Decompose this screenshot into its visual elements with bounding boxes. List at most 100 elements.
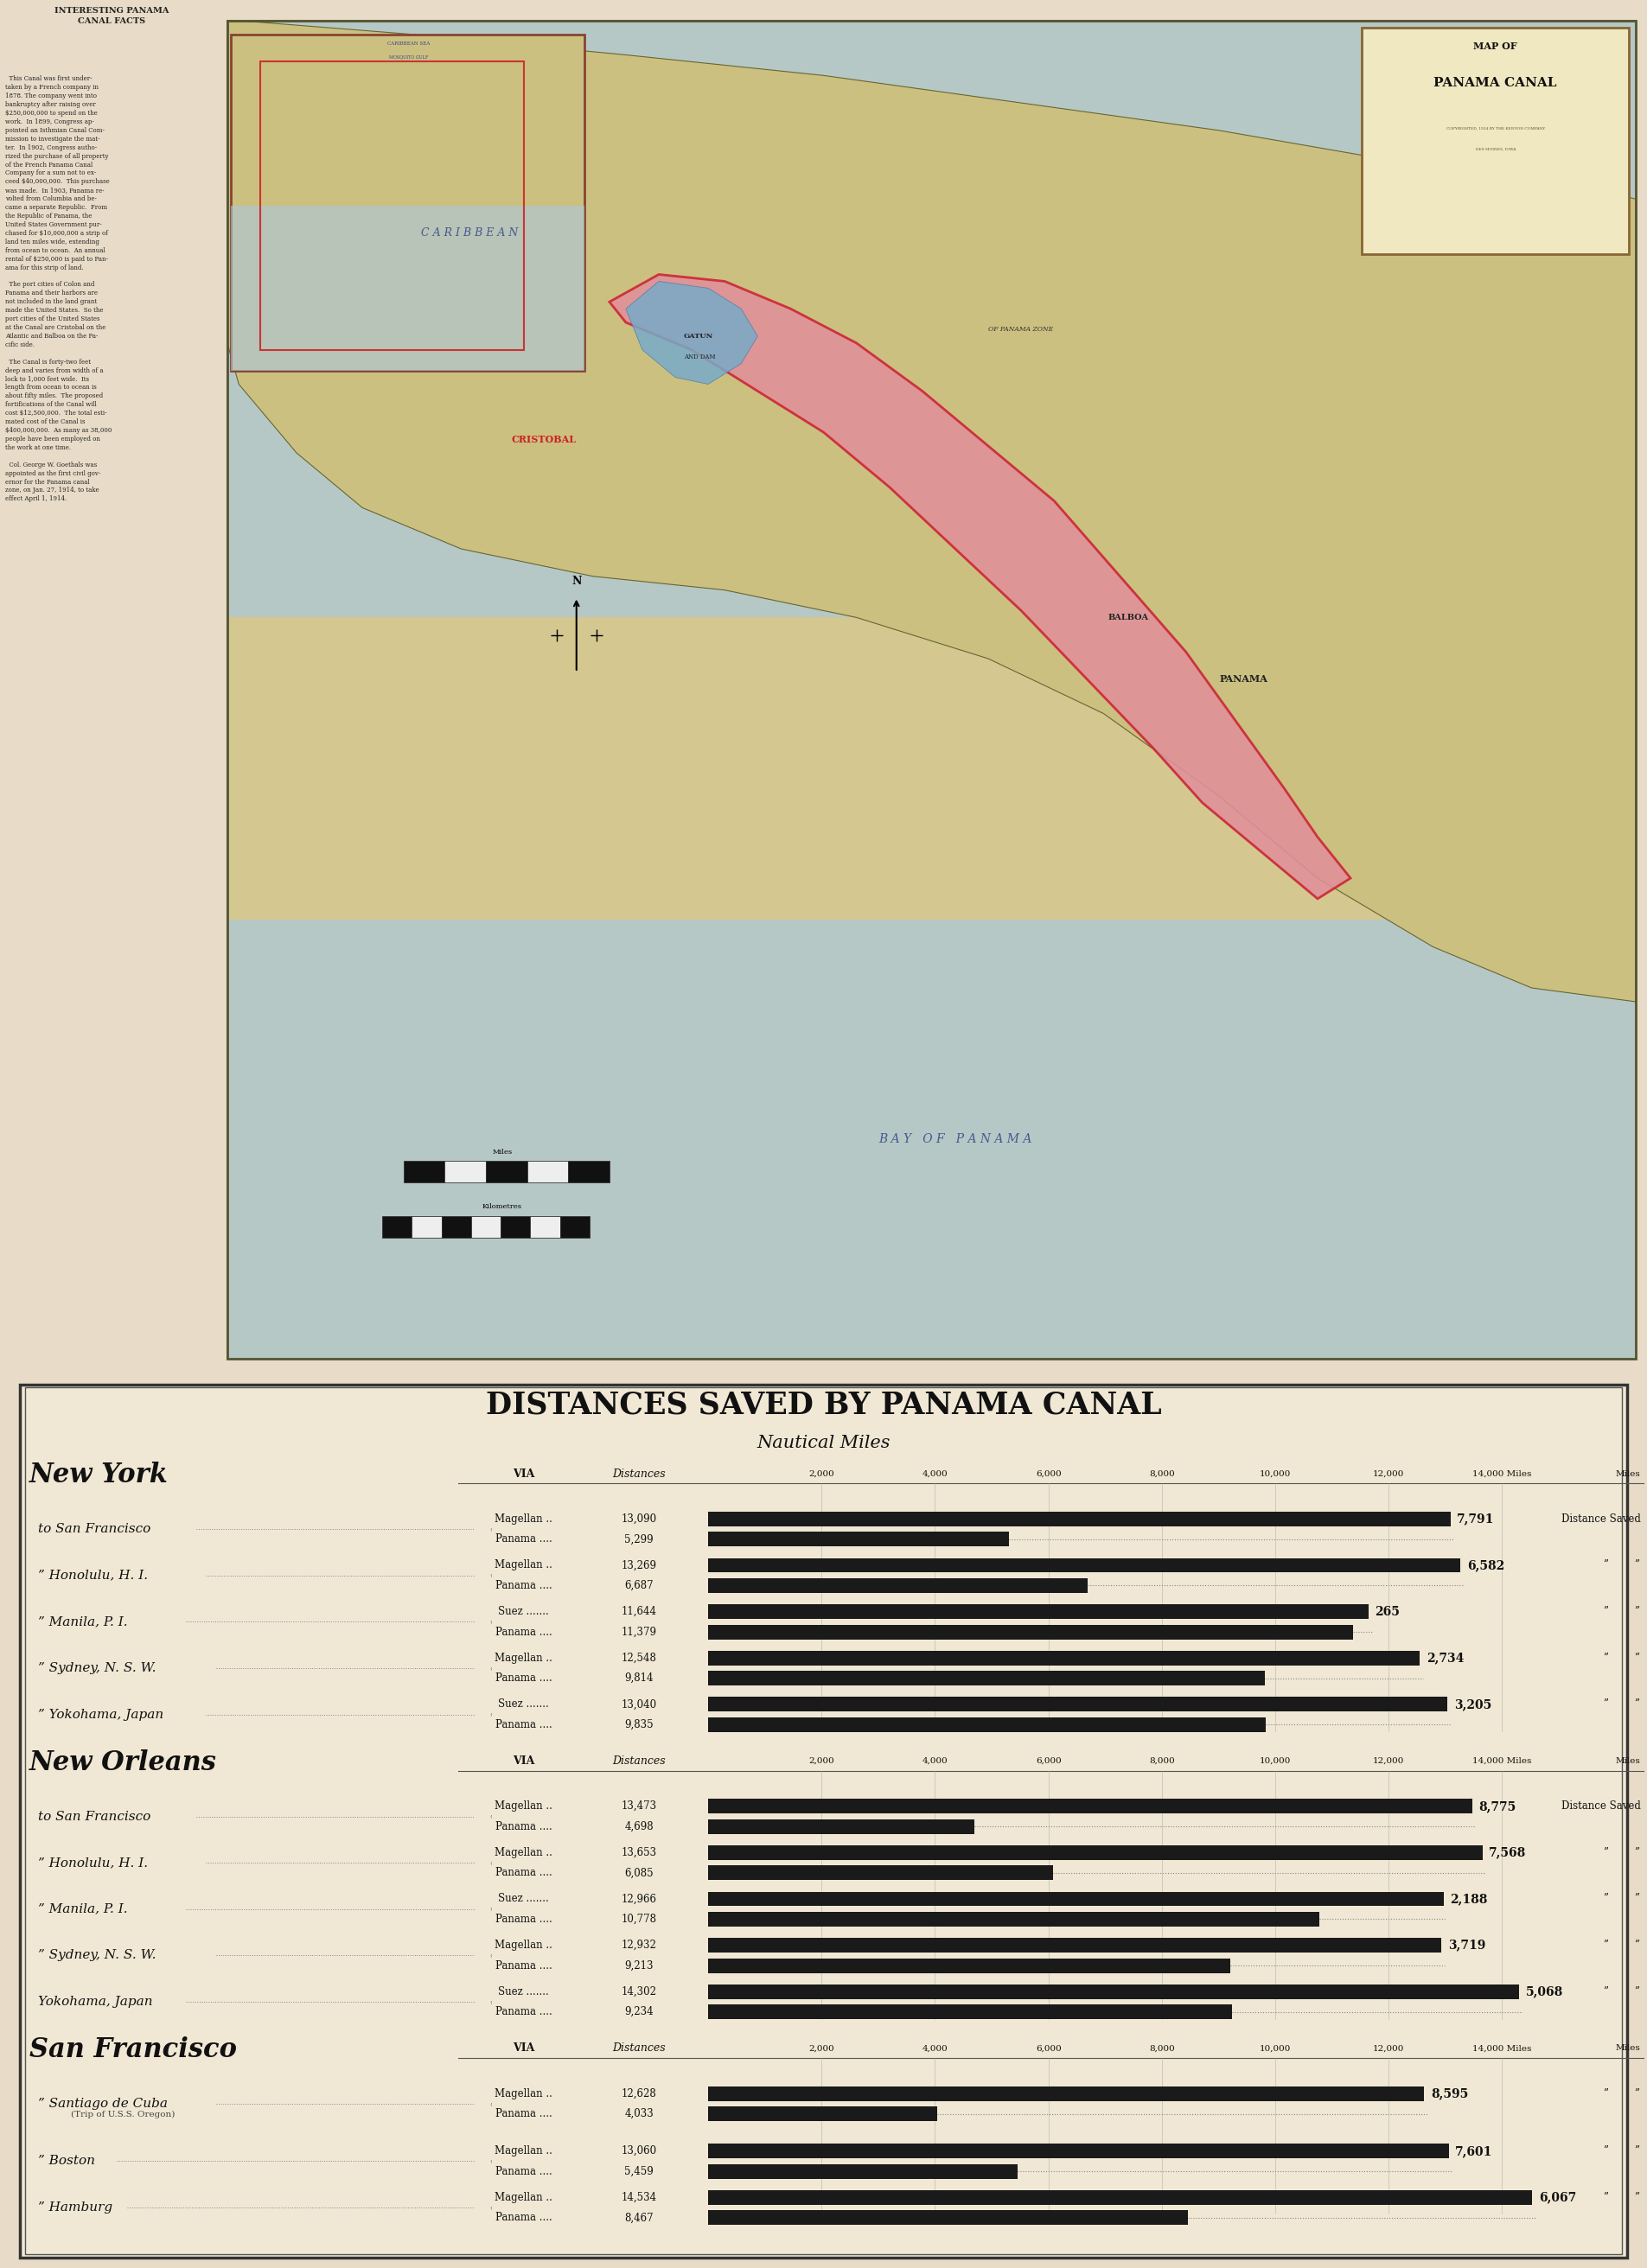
Bar [708,1846,1482,1860]
Text: 10,778: 10,778 [621,1914,657,1926]
Bar [708,1531,1008,1547]
Text: VIA: VIA [512,2043,535,2055]
Text: 2,188: 2,188 [1449,1894,1487,1905]
Text: ” Santiago de Cuba: ” Santiago de Cuba [38,2098,168,2109]
Bar [560,1216,590,1238]
Text: ”        ”: ” ” [1604,1653,1640,1662]
Text: Magellan ..: Magellan .. [494,1939,553,1950]
Text: ”        ”: ” ” [1604,1846,1640,1857]
Text: {: { [489,1574,492,1576]
Text: Panama ....: Panama .... [496,1719,552,1730]
Bar [708,1984,1519,1998]
Text: (Trip of U.S.S. Oregon): (Trip of U.S.S. Oregon) [71,2112,175,2118]
Text: to San Francisco: to San Francisco [38,1810,150,1823]
Text: B A Y   O F   P A N A M A: B A Y O F P A N A M A [878,1132,1033,1145]
Text: Miles: Miles [1616,1470,1640,1476]
Bar [708,2087,1425,2100]
Text: Miles: Miles [492,1148,512,1154]
Text: 2,000: 2,000 [809,1758,835,1765]
Text: Miles: Miles [1616,2043,1640,2053]
Text: 5,299: 5,299 [624,1533,654,1545]
Bar [708,1717,1267,1733]
Bar [530,1216,560,1238]
Bar [708,1957,1230,1973]
Text: 8,000: 8,000 [1150,1470,1174,1476]
Text: PANAMA CANAL: PANAMA CANAL [1435,77,1556,88]
Text: Suez .......: Suez ....... [499,1699,548,1710]
Text: 4,033: 4,033 [624,2109,654,2121]
Text: ” Honolulu, H. I.: ” Honolulu, H. I. [38,1569,148,1581]
Bar [708,1867,1052,1880]
Text: 265: 265 [1375,1606,1400,1617]
Text: {: { [489,1619,492,1624]
Text: 10,000: 10,000 [1260,1758,1291,1765]
Text: 13,473: 13,473 [621,1801,657,1812]
Text: 14,000 Miles: 14,000 Miles [1472,1758,1532,1765]
Text: 12,000: 12,000 [1374,1758,1405,1765]
Text: Distances: Distances [613,1467,665,1479]
Bar [708,1799,1472,1814]
Text: Distance Saved: Distance Saved [1561,1513,1640,1524]
Text: Panama ....: Panama .... [496,1674,552,1683]
Text: ”        ”: ” ” [1604,2191,1640,2202]
Text: 12,000: 12,000 [1374,1470,1405,1476]
Text: 8,000: 8,000 [1150,2043,1174,2053]
Text: 8,775: 8,775 [1479,1801,1517,1812]
Text: 13,060: 13,060 [621,2146,657,2157]
Bar [708,1513,1451,1526]
Text: {: { [489,1712,492,1717]
Text: Magellan ..: Magellan .. [494,1653,553,1662]
Text: 5,068: 5,068 [1525,1984,1563,1998]
Text: 2,000: 2,000 [809,2043,835,2053]
Text: MOSQUITO GULF: MOSQUITO GULF [389,54,428,59]
Text: CARIBBEAN SEA: CARIBBEAN SEA [387,41,430,45]
Text: 13,653: 13,653 [621,1846,657,1857]
Text: {: { [489,2000,492,2003]
Bar [227,20,1635,1359]
Bar [708,1672,1265,1685]
Text: 14,534: 14,534 [621,2191,657,2202]
Text: {: { [489,1814,492,1819]
Bar [708,1696,1448,1712]
Text: N: N [572,576,581,587]
Bar [708,2191,1532,2204]
Text: Yokohama, Japan: Yokohama, Japan [38,1996,153,2007]
Bar [708,1937,1441,1953]
Bar [486,1161,527,1184]
Text: 4,000: 4,000 [922,2043,949,2053]
Bar [471,1216,501,1238]
Text: 6,085: 6,085 [624,1867,654,1878]
Text: 12,000: 12,000 [1374,2043,1405,2053]
Text: Magellan ..: Magellan .. [494,1846,553,1857]
Text: 6,067: 6,067 [1538,2191,1576,2204]
Text: 10,000: 10,000 [1260,2043,1291,2053]
Text: to San Francisco: to San Francisco [38,1524,150,1535]
Bar [708,2211,1189,2225]
Text: Magellan ..: Magellan .. [494,1801,553,1812]
Polygon shape [609,274,1351,898]
Text: Magellan ..: Magellan .. [494,1513,553,1524]
Text: Panama ....: Panama .... [496,2211,552,2223]
Text: Panama ....: Panama .... [496,1581,552,1592]
Text: ”        ”: ” ” [1604,2146,1640,2157]
Text: 4,000: 4,000 [922,1470,949,1476]
Text: 3,205: 3,205 [1454,1699,1492,1710]
Text: ” Hamburg: ” Hamburg [38,2202,112,2214]
Text: {: { [489,2207,492,2209]
Bar [708,2005,1232,2019]
Text: 4,000: 4,000 [922,1758,949,1765]
Bar [708,1579,1087,1592]
Text: OF PANAMA ZONE: OF PANAMA ZONE [988,327,1054,333]
Text: ” Honolulu, H. I.: ” Honolulu, H. I. [38,1857,148,1869]
Text: ” Sydney, N. S. W.: ” Sydney, N. S. W. [38,1950,156,1962]
Text: Panama ....: Panama .... [496,1867,552,1878]
Text: {: { [489,1907,492,1912]
Text: New York: New York [30,1463,168,1488]
Text: 7,791: 7,791 [1458,1513,1494,1524]
Text: ”        ”: ” ” [1604,1894,1640,1905]
Text: Nautical Miles: Nautical Miles [756,1436,891,1452]
Text: ”        ”: ” ” [1604,1987,1640,1998]
Text: 13,269: 13,269 [621,1560,657,1572]
Text: COPYRIGHTED, 1914 BY THE KENYON COMPANY: COPYRIGHTED, 1914 BY THE KENYON COMPANY [1446,127,1545,129]
Bar [441,1216,471,1238]
